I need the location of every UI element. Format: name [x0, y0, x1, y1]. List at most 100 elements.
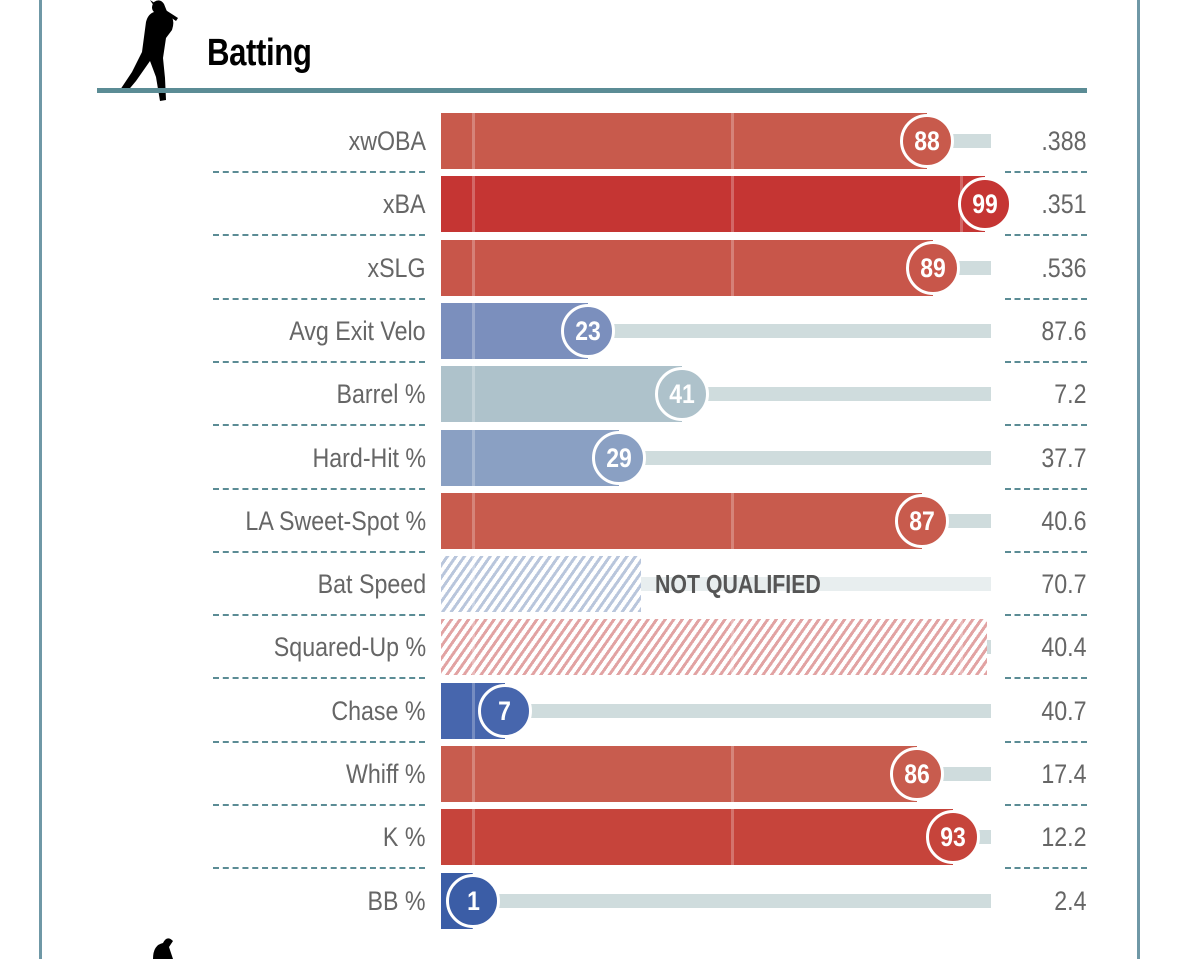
row-divider: [1005, 171, 1087, 173]
metric-value: 40.4: [1041, 632, 1087, 663]
gridline: [731, 746, 734, 802]
percentile-bar: [441, 239, 933, 296]
gridline: [731, 492, 734, 549]
percentile-badge: 99: [957, 177, 1012, 232]
metric-label: Hard-Hit %: [312, 442, 426, 473]
metric-row: xwOBA .388 88: [0, 113, 1179, 176]
metric-row: Chase % 40.7 7: [0, 682, 1179, 746]
percentile-bar: [441, 619, 987, 676]
row-divider: [1005, 550, 1087, 553]
metric-row: Bat Speed 70.7 NOT QUALIFIED: [0, 556, 1179, 619]
gridline: [472, 366, 475, 423]
batter-silhouette-icon: [120, 0, 178, 101]
row-divider: [1005, 234, 1087, 237]
metric-value: 2.4: [1054, 885, 1087, 916]
metric-row: Barrel % 7.2 41: [0, 366, 1179, 429]
percentile-bar: [441, 809, 954, 866]
metric-row: Whiff % 17.4 86: [0, 746, 1179, 809]
metric-row: Hard-Hit % 37.7 29: [0, 429, 1179, 493]
gridline: [472, 239, 475, 296]
row-divider: [213, 677, 425, 680]
metric-value: 40.6: [1041, 505, 1087, 536]
metric-value: 12.2: [1041, 822, 1087, 853]
metric-label: Squared-Up %: [273, 632, 426, 663]
metric-row: xBA .351 99: [0, 176, 1179, 239]
row-divider: [1005, 487, 1087, 490]
metric-label: Barrel %: [336, 379, 426, 410]
row-divider: [1005, 297, 1087, 300]
row-divider: [213, 614, 425, 617]
gridline: [960, 619, 963, 676]
metric-row: xSLG .536 89: [0, 239, 1179, 303]
gridline: [472, 556, 475, 613]
gridline: [472, 492, 475, 549]
percentile-badge: 7: [477, 683, 532, 738]
metric-label: Bat Speed: [317, 569, 426, 600]
metric-label: K %: [383, 822, 426, 853]
row-divider: [213, 234, 425, 237]
metric-value: 40.7: [1041, 695, 1087, 726]
metric-value: 17.4: [1041, 759, 1087, 789]
gridline: [472, 682, 475, 739]
metric-value: .351: [1041, 189, 1087, 220]
row-divider: [1005, 740, 1087, 743]
gridline: [472, 809, 475, 866]
gridline: [472, 176, 475, 233]
gridline: [731, 239, 734, 296]
metric-label: xBA: [383, 189, 426, 220]
section-title: Batting: [207, 32, 312, 74]
header-divider: [97, 88, 1087, 93]
gridline: [731, 619, 734, 676]
metric-label: Avg Exit Velo: [289, 315, 426, 346]
metric-value: 7.2: [1054, 379, 1087, 410]
row-divider: [213, 487, 425, 490]
row-divider: [1005, 804, 1087, 806]
percentile-bar: [441, 176, 985, 233]
percentile-bar: [441, 492, 923, 549]
metric-label: LA Sweet-Spot %: [245, 505, 426, 536]
percentile-badge: 93: [926, 810, 981, 865]
row-divider: [213, 867, 425, 870]
metric-value: 70.7: [1041, 569, 1087, 600]
gridline: [472, 619, 475, 676]
gridline: [731, 176, 734, 233]
row-divider: [213, 171, 425, 173]
metric-row: Avg Exit Velo 87.6 23: [0, 302, 1179, 366]
metric-value: 87.6: [1041, 315, 1087, 346]
gridline: [731, 809, 734, 866]
percentile-badge: 88: [900, 114, 955, 168]
next-section-icon: [153, 938, 173, 959]
metric-value: .536: [1041, 252, 1087, 283]
percentile-badge: 87: [895, 493, 950, 548]
track: [441, 893, 991, 908]
track: [441, 703, 991, 718]
row-divider: [1005, 614, 1087, 617]
row-divider: [1005, 867, 1087, 870]
metric-value: .388: [1041, 126, 1087, 156]
percentile-badge: 89: [905, 240, 960, 295]
metric-row: Squared-Up % 40.4: [0, 619, 1179, 682]
metric-row: K % 12.2 93: [0, 809, 1179, 872]
percentile-badge: 41: [655, 367, 710, 422]
gridline: [731, 113, 734, 169]
row-divider: [213, 804, 425, 806]
row-divider: [213, 297, 425, 300]
percentile-badge: 23: [561, 303, 616, 358]
not-qualified-label: NOT QUALIFIED: [655, 569, 821, 600]
frame-right: [1137, 0, 1140, 959]
gridline: [472, 429, 475, 486]
metric-label: BB %: [367, 885, 426, 916]
gridline: [472, 746, 475, 802]
percentile-bar: [441, 429, 620, 486]
metric-label: Chase %: [331, 695, 426, 726]
row-divider: [213, 550, 425, 553]
metric-label: Whiff %: [346, 759, 426, 789]
gridline: [472, 302, 475, 359]
row-divider: [213, 740, 425, 743]
metric-row: BB % 2.4 1: [0, 872, 1179, 936]
row-divider: [1005, 360, 1087, 363]
percentile-badge: 86: [889, 747, 944, 801]
percentile-bar: [441, 746, 917, 802]
row-divider: [213, 424, 425, 427]
gridline: [472, 113, 475, 169]
